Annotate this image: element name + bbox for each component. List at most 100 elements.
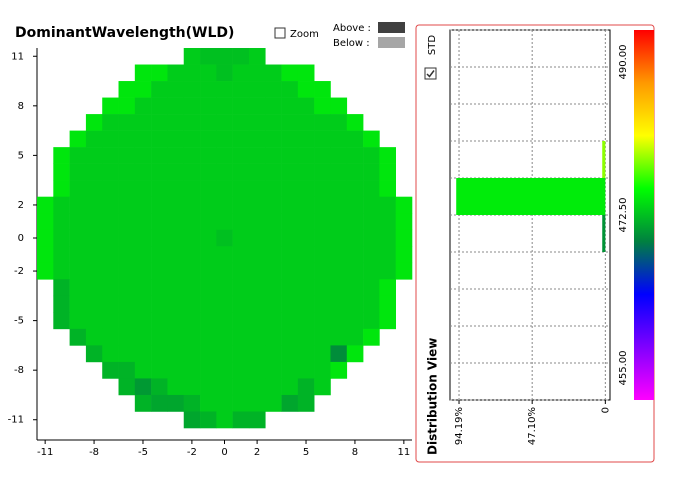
wafer-cell (232, 163, 250, 181)
wafer-cell (265, 196, 282, 214)
wafer-cell (53, 196, 70, 214)
wafer-cell (167, 196, 185, 214)
zoom-checkbox[interactable] (274, 27, 286, 39)
wafer-cell (216, 97, 233, 115)
y-tick-label: 8 (18, 101, 24, 112)
wafer-cell (248, 361, 266, 379)
wafer-cell (53, 295, 70, 313)
colorbar-label: 455.00 (618, 351, 629, 386)
wafer-cell (363, 328, 380, 346)
wafer-cell (200, 229, 217, 247)
wafer-cell (248, 81, 266, 98)
wafer-cell (183, 114, 201, 131)
wafer-cell (232, 411, 250, 429)
wafer-cell (167, 394, 185, 412)
wafer-cell (281, 147, 299, 164)
wafer-cell (297, 295, 315, 313)
wafer-cell (200, 378, 217, 396)
wafer-cell (53, 246, 70, 264)
wafer-cell (118, 345, 136, 363)
wafer-cell (379, 312, 396, 330)
x-tick-label: -11 (37, 447, 53, 458)
wafer-cell (265, 328, 282, 346)
wafer-cell (330, 246, 348, 264)
wafer-cell (134, 246, 152, 264)
wafer-cell (69, 295, 87, 313)
wafer-cell (346, 163, 364, 181)
wafer-cell (395, 196, 413, 214)
y-tick-label: 2 (18, 200, 24, 211)
wafer-cell (346, 114, 364, 131)
wafer-cell (102, 262, 119, 280)
wafer-cell (53, 312, 70, 330)
wafer-cell (297, 312, 315, 330)
wafer-cell (346, 130, 364, 148)
wafer-cell (248, 229, 266, 247)
wafer-cell (216, 196, 233, 214)
wafer-cell (281, 361, 299, 379)
wafer-cell (200, 361, 217, 379)
wafer-cell (37, 262, 54, 280)
wafer-cell (330, 114, 348, 131)
wafer-cell (85, 130, 103, 148)
wafer-cell (151, 163, 168, 181)
wafer-cell (265, 394, 282, 412)
checkmark (426, 70, 435, 78)
wafer-cell (69, 147, 87, 164)
wafer-cell (118, 378, 136, 396)
wafer-cell (134, 213, 152, 231)
wafer-cell (265, 378, 282, 396)
wafer-cell (134, 229, 152, 247)
wafer-cell (85, 196, 103, 214)
wafer-cell (314, 262, 331, 280)
wafer-cell (379, 279, 396, 297)
wafer-cell (102, 312, 119, 330)
wafer-cell (281, 328, 299, 346)
std-checkbox[interactable] (424, 67, 437, 80)
above-swatch[interactable] (378, 22, 405, 33)
below-swatch[interactable] (378, 37, 405, 48)
wafer-cell (151, 246, 168, 264)
wafer-cell (102, 229, 119, 247)
wafer-cell (151, 345, 168, 363)
wafer-cell (363, 163, 380, 181)
wafer-cell (53, 180, 70, 197)
wafer-cell (200, 394, 217, 412)
wafer-cell (53, 163, 70, 181)
wafer-cell (183, 229, 201, 247)
wafer-cell (248, 97, 266, 115)
wafer-cell (248, 394, 266, 412)
wafer-cell (281, 312, 299, 330)
wafer-cell (134, 147, 152, 164)
wafer-cell (53, 213, 70, 231)
wafer-cell (265, 262, 282, 280)
wafer-cell (297, 130, 315, 148)
wafer-cell (297, 229, 315, 247)
wafer-cell (167, 64, 185, 82)
wafer-cell (314, 196, 331, 214)
wafer-cell (297, 97, 315, 115)
chart-title: DominantWavelength(WLD) (15, 25, 234, 41)
wafer-cell (216, 64, 233, 82)
wafer-cell (134, 81, 152, 98)
wafer-cell (265, 361, 282, 379)
wafer-cell (314, 361, 331, 379)
wafer-cell (395, 229, 413, 247)
zoom-label[interactable]: Zoom (290, 29, 319, 40)
wafer-cell (118, 312, 136, 330)
wafer-cell (216, 312, 233, 330)
wafer-cell (281, 295, 299, 313)
wafer-cell (330, 163, 348, 181)
wafer-cell (85, 163, 103, 181)
wafer-cell (134, 394, 152, 412)
wafer-cell (118, 163, 136, 181)
wafer-cell (232, 394, 250, 412)
wafer-cell (183, 213, 201, 231)
wafer-cell (346, 328, 364, 346)
wafer-cell (281, 213, 299, 231)
wafer-cell (134, 64, 152, 82)
std-label[interactable]: STD (427, 35, 438, 55)
wafer-cell (346, 229, 364, 247)
wafer-cell (232, 180, 250, 197)
wafer-cell (297, 262, 315, 280)
